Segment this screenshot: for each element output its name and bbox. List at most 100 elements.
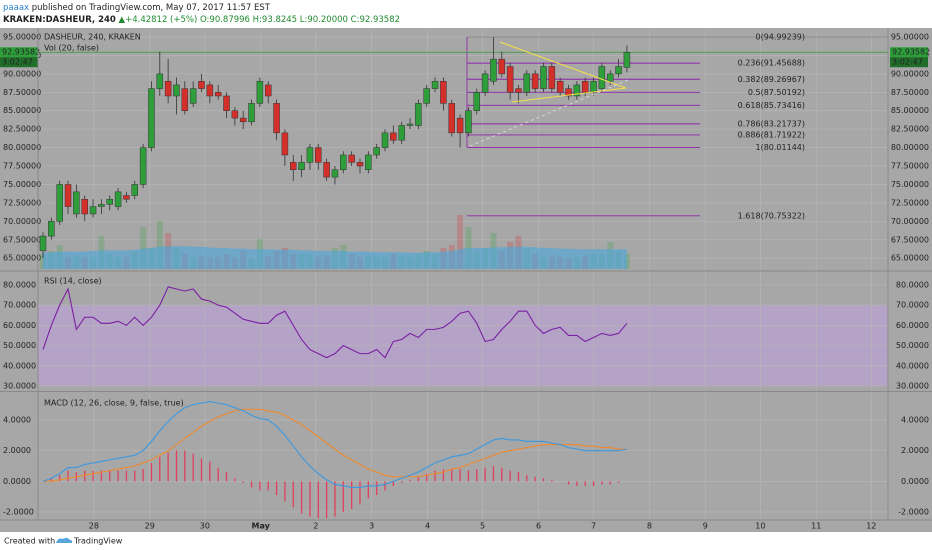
candle-body	[490, 58, 497, 82]
candle-body	[581, 80, 589, 93]
y-tick-label: 90.00000	[891, 69, 929, 78]
x-tick-label: 8	[647, 522, 652, 531]
candle-body	[290, 162, 297, 170]
rsi-line	[42, 286, 628, 359]
candle-body	[523, 73, 531, 93]
trend-line	[469, 79, 629, 147]
y-tick-label: 30.0000	[3, 381, 36, 390]
y-tick-label: 67.50000	[3, 235, 41, 244]
fib-label: 0(94.99239)	[755, 33, 805, 42]
candle-body	[106, 198, 113, 205]
x-tick-label: 10	[755, 522, 765, 531]
y-tick-label: 70.00000	[3, 217, 41, 226]
low: L:90.20000	[300, 15, 348, 25]
countdown-label: 3:02:47	[2, 58, 33, 67]
countdown-badge	[0, 57, 38, 68]
y-tick-label: 70.0000	[3, 301, 36, 310]
y-tick-label: -2.0000	[3, 508, 34, 517]
candle-body	[415, 103, 422, 126]
candle-body	[223, 95, 230, 111]
candle-body	[98, 204, 105, 207]
y-tick-label: 50.0000	[896, 341, 929, 350]
y-tick-label: 40.0000	[3, 361, 36, 370]
candle-body	[123, 195, 130, 200]
candle-body	[481, 73, 489, 93]
fib-label: 0.382(89.26967)	[738, 75, 805, 84]
candle-body	[73, 191, 80, 215]
y-tick-label: 95.00000	[891, 33, 929, 42]
y-tick-label: 95.00000	[3, 33, 41, 42]
candle-body	[239, 117, 247, 123]
candle-body	[373, 147, 380, 156]
candle-body	[39, 235, 47, 252]
y-tick-label: 40.0000	[896, 361, 929, 370]
candle-body	[114, 191, 122, 207]
candle-body	[281, 132, 289, 156]
y-tick-label: 50.0000	[3, 341, 36, 350]
brand-icon	[56, 537, 73, 543]
y-tick-label: -2.0000	[898, 508, 929, 517]
x-tick-label: 28	[89, 522, 99, 531]
candle-body	[164, 80, 172, 97]
symbol-line: KRAKEN:DASHEUR, 240 ▲+4.42812 (+5%) O:90…	[3, 15, 400, 25]
x-tick-label: 7	[591, 522, 596, 531]
candle-body	[214, 92, 222, 97]
fib-label: 0.236(91.45688)	[738, 59, 805, 68]
y-tick-label: 0.0000	[3, 477, 31, 486]
candle-body	[390, 132, 397, 141]
candle-body	[423, 88, 430, 104]
candle-body	[365, 154, 372, 170]
candle-body	[531, 73, 539, 89]
fib-label: 0.618(85.73416)	[738, 101, 805, 110]
author[interactable]: paaax	[3, 3, 29, 13]
candle-body	[548, 66, 556, 89]
price-badge	[890, 47, 928, 58]
candle-body	[615, 66, 622, 75]
y-tick-label: 80.00000	[3, 143, 41, 152]
candle-body	[598, 66, 606, 89]
x-tick-label: 30	[200, 522, 210, 531]
candle-body	[306, 147, 314, 163]
candle-body	[64, 184, 72, 207]
candle-body	[356, 162, 364, 167]
countdown-label: 3:02:47	[892, 58, 923, 67]
candle-body	[498, 58, 506, 75]
fib-label: 0.886(81.71922)	[738, 130, 805, 139]
y-tick-label: 4.0000	[901, 415, 929, 424]
signal-line	[43, 408, 627, 482]
y-tick-label: 80.00000	[891, 143, 929, 152]
y-tick-label: 2.0000	[3, 446, 31, 455]
open: O:90.87996	[200, 15, 250, 25]
x-tick-label: 6	[536, 522, 541, 531]
candle-body	[148, 88, 155, 148]
x-tick-label: 2	[313, 522, 318, 531]
x-tick-label: 3	[369, 522, 374, 531]
price-badge	[0, 47, 38, 58]
candle-body	[573, 84, 581, 97]
x-tick-label: 11	[811, 522, 821, 531]
candle-body	[515, 88, 522, 93]
candle-body	[256, 80, 264, 104]
candle-body	[89, 206, 97, 215]
y-tick-label: 80.0000	[896, 280, 929, 289]
fib-label: 0.5(87.50192)	[748, 88, 805, 97]
candle-body	[456, 117, 464, 134]
close: C:92.93582	[351, 15, 400, 25]
footer-text: Created with	[4, 537, 55, 546]
symbol: KRAKEN:DASHEUR, 240	[3, 15, 116, 25]
x-tick-label: 5	[480, 522, 485, 531]
candle-body	[81, 198, 88, 215]
price-badge-label: 92.93582	[2, 48, 40, 57]
brand[interactable]: TradingView	[73, 537, 123, 546]
candle-body	[431, 80, 439, 89]
macd-title: MACD (12, 26, close, 9, false, true)	[44, 399, 184, 408]
y-tick-label: 65.00000	[3, 254, 41, 263]
candle-body	[623, 51, 631, 68]
x-tick-label: 29	[145, 522, 155, 531]
candle-body	[131, 184, 139, 196]
fib-label: 1(80.01144)	[755, 143, 805, 152]
high: H:93.8245	[253, 15, 297, 25]
fib-label: 0.786(83.21737)	[738, 119, 805, 128]
fib-label: 1.618(70.75322)	[738, 211, 805, 220]
